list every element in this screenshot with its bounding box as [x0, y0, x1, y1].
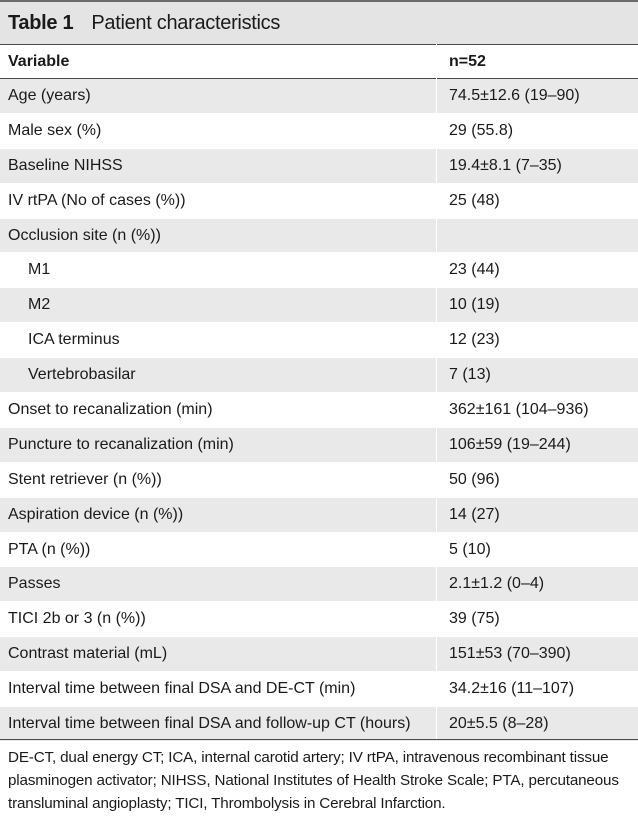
row-value: 106±59 (19–244) — [449, 435, 571, 453]
table-row: Interval time between final DSA and DE-C… — [0, 672, 638, 708]
header-value: n=52 — [449, 53, 486, 70]
row-value: 74.5±12.6 (19–90) — [449, 87, 580, 104]
table-title: Patient characteristics — [91, 11, 281, 34]
table-body: Age (years) 74.5±12.6 (19–90) Male sex (%)… — [0, 79, 638, 742]
row-value: 14 (27) — [449, 505, 500, 523]
row-label: Interval time between final DSA and foll… — [8, 715, 411, 733]
table-row: M1 23 (44) — [0, 253, 638, 289]
row-label: PTA (n (%)) — [8, 540, 91, 558]
row-label: Passes — [8, 575, 61, 593]
table-row: Stent retriever (n (%)) 50 (96) — [0, 463, 638, 498]
table-footnote: DE-CT, dual energy CT; ICA, internal car… — [0, 739, 638, 815]
row-label: M2 — [28, 296, 51, 314]
row-label: ICA terminus — [28, 331, 120, 349]
table-title-bar: Table 1 Patient characteristics — [0, 0, 638, 44]
row-value: 50 (96) — [449, 470, 500, 488]
header-variable: Variable — [8, 53, 70, 70]
table-row: Passes 2.1±1.2 (0–4) — [0, 567, 638, 603]
row-value: 7 (13) — [449, 366, 491, 384]
row-value: 19.4±8.1 (7–35) — [449, 156, 562, 174]
row-label: Male sex (%) — [8, 121, 102, 139]
table-row: TICI 2b or 3 (n (%)) 39 (75) — [0, 602, 638, 638]
table-row: Interval time between final DSA and foll… — [0, 707, 638, 742]
table-row: Aspiration device (n (%)) 14 (27) — [0, 497, 638, 533]
row-label: M1 — [28, 261, 51, 279]
row-value: 2.1±1.2 (0–4) — [449, 575, 545, 593]
row-value: 12 (23) — [449, 331, 500, 349]
table-number: Table 1 — [8, 11, 74, 34]
row-label: Vertebrobasilar — [28, 366, 136, 384]
table-row: ICA terminus 12 (23) — [0, 323, 638, 359]
row-value: 34.2±16 (11–107) — [449, 680, 575, 698]
row-label: Baseline NIHSS — [8, 156, 123, 174]
row-label: TICI 2b or 3 (n (%)) — [8, 610, 146, 628]
row-label: Age (years) — [8, 87, 91, 104]
row-label: Puncture to recanalization (min) — [8, 435, 234, 453]
table-row: Onset to recanalization (min) 362±161 (10… — [0, 393, 638, 428]
row-value: 151±53 (70–390) — [449, 645, 571, 663]
table-row: Contrast material (mL) 151±53 (70–390) — [0, 637, 638, 673]
table-row: PTA (n (%)) 5 (10) — [0, 533, 638, 568]
row-value: 10 (19) — [449, 296, 500, 314]
row-value: 23 (44) — [449, 261, 500, 279]
table-row: IV rtPA (No of cases (%)) 25 (48) — [0, 184, 638, 219]
row-value: 20±5.5 (8–28) — [449, 715, 549, 733]
row-value: 25 (48) — [449, 191, 500, 209]
column-divider — [436, 44, 437, 739]
table-header-row: Variable n=52 — [0, 44, 638, 79]
row-label: Onset to recanalization (min) — [8, 401, 213, 419]
row-value: 5 (10) — [449, 540, 491, 558]
table-row: Occlusion site (n (%)) — [0, 218, 638, 254]
table-row: Vertebrobasilar 7 (13) — [0, 358, 638, 394]
row-label: Interval time between final DSA and DE-C… — [8, 680, 356, 698]
row-label: Occlusion site (n (%)) — [8, 226, 161, 244]
table-row: Age (years) 74.5±12.6 (19–90) — [0, 79, 638, 114]
row-value: 29 (55.8) — [449, 121, 514, 139]
table-row: Puncture to recanalization (min) 106±59 (… — [0, 427, 638, 463]
table-row: Baseline NIHSS 19.4±8.1 (7–35) — [0, 148, 638, 184]
table-row: Male sex (%) 29 (55.8) — [0, 114, 638, 149]
row-value: 362±161 (104–936) — [449, 401, 589, 419]
row-value: 39 (75) — [449, 610, 500, 628]
table-row: M2 10 (19) — [0, 288, 638, 324]
row-label: Aspiration device (n (%)) — [8, 505, 184, 523]
row-label: Stent retriever (n (%)) — [8, 470, 162, 488]
row-label: Contrast material (mL) — [8, 645, 168, 663]
row-label: IV rtPA (No of cases (%)) — [8, 191, 186, 209]
